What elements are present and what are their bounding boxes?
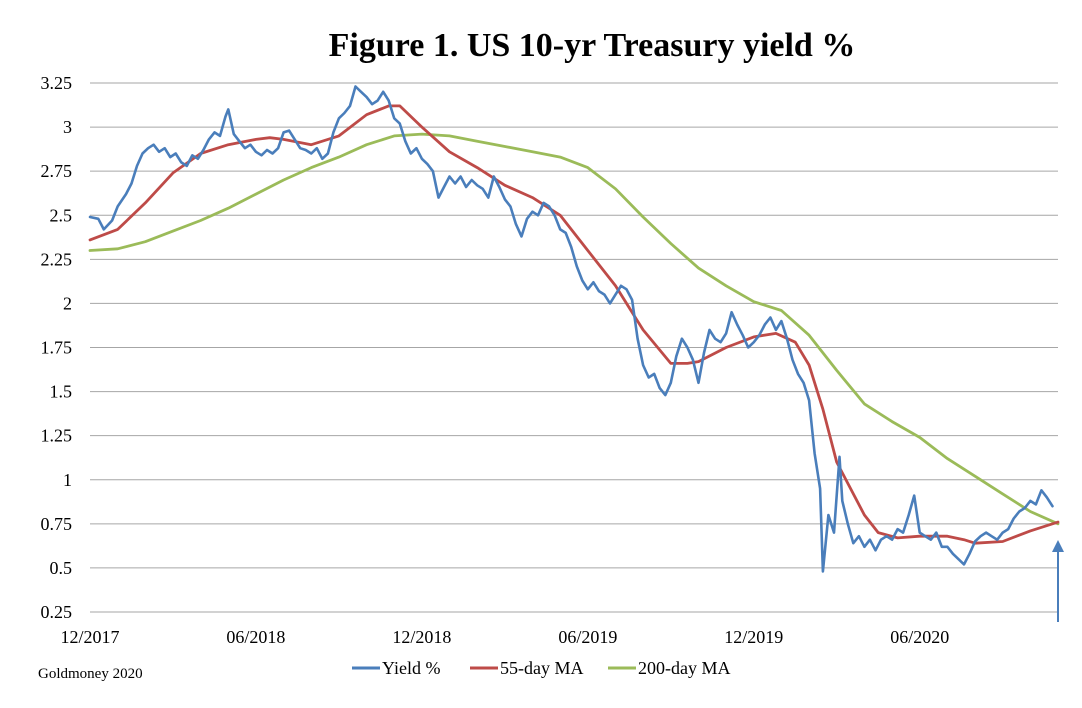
legend: Yield % 55-day MA 200-day MA <box>352 658 731 678</box>
y-tick-label: 3 <box>63 117 72 137</box>
source-note: Goldmoney 2020 <box>38 666 143 682</box>
y-tick-label: 1.75 <box>41 338 73 358</box>
y-axis-tick-labels: 3.25 3 2.75 2.5 2.25 2 1.75 1.5 1.25 1 0.75 0.5 0.25 <box>41 73 73 622</box>
series-lines <box>88 85 1060 573</box>
legend-label-200-day-ma: 200-day MA <box>638 658 731 678</box>
x-tick-label: 06/2019 <box>558 627 617 647</box>
legend-label-yield: Yield % <box>382 658 441 678</box>
x-tick-label: 12/2019 <box>724 627 783 647</box>
y-tick-label: 3.25 <box>41 73 73 93</box>
x-tick-label: 06/2018 <box>226 627 285 647</box>
y-tick-label: 0.25 <box>41 602 73 622</box>
chart-title: Figure 1. US 10-yr Treasury yield % <box>329 27 856 64</box>
x-tick-label: 12/2018 <box>392 627 451 647</box>
legend-label-55-day-ma: 55-day MA <box>500 658 584 678</box>
x-tick-label: 12/2017 <box>60 627 119 647</box>
series-line-yield <box>88 85 1054 573</box>
y-tick-label: 2 <box>63 293 72 313</box>
series-line-200-day-ma <box>88 132 1060 526</box>
y-tick-label: 1.5 <box>50 382 73 402</box>
y-tick-label: 2.25 <box>41 249 73 269</box>
y-tick-label: 0.75 <box>41 514 73 534</box>
axis-arrow-head <box>1052 540 1064 552</box>
x-tick-label: 06/2020 <box>890 627 949 647</box>
y-tick-label: 1.25 <box>41 426 73 446</box>
y-tick-label: 1 <box>63 470 72 490</box>
y-tick-label: 0.5 <box>50 558 73 578</box>
y-tick-label: 2.5 <box>50 205 73 225</box>
x-axis-tick-labels: 12/2017 06/2018 12/2018 06/2019 12/2019 06/20… <box>60 627 949 647</box>
series-line-55-day-ma <box>88 104 1060 545</box>
y-tick-label: 2.75 <box>41 161 73 181</box>
